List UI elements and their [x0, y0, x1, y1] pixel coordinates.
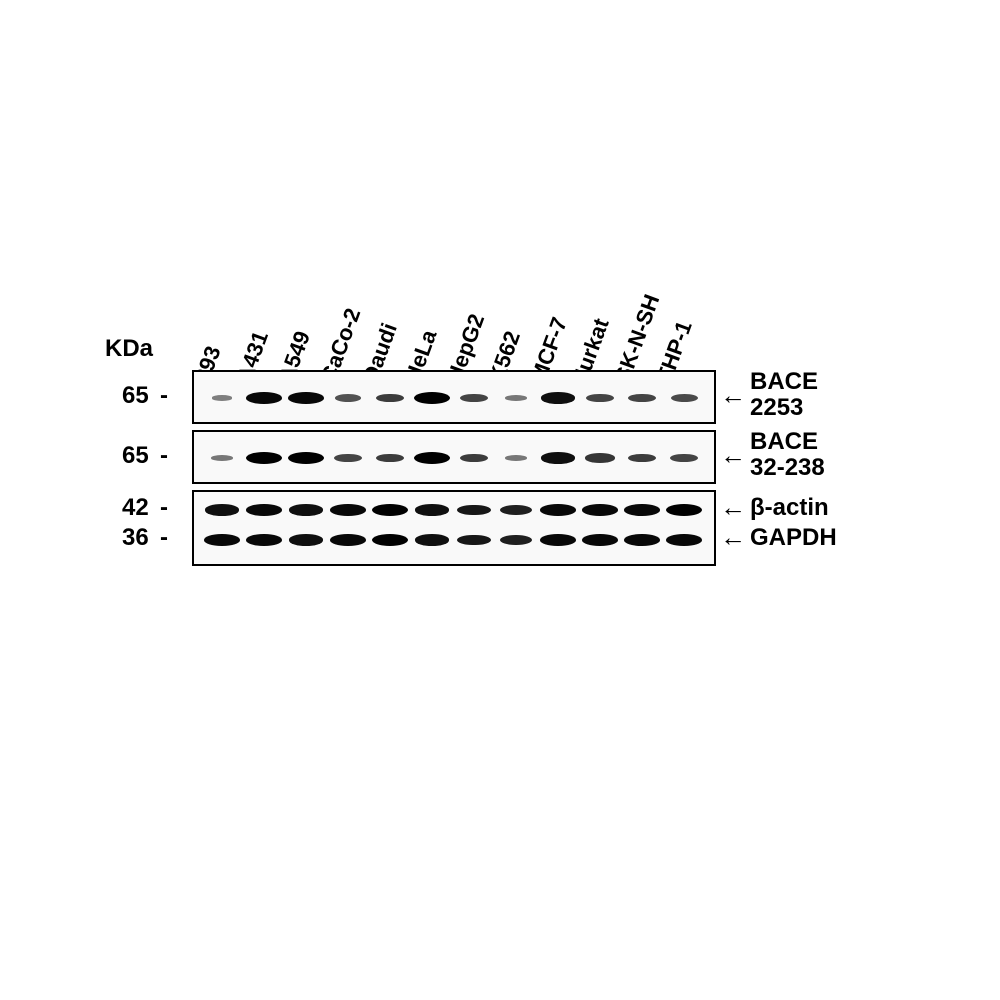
blot-band — [204, 534, 239, 546]
row-label: 2253 — [750, 394, 803, 422]
blot-band — [500, 535, 532, 545]
blot-band — [415, 534, 449, 545]
blot-band — [670, 454, 698, 462]
blot-band — [628, 454, 657, 463]
blot-band — [460, 394, 488, 402]
blot-band — [585, 453, 615, 462]
blot-band — [211, 455, 233, 461]
blot-band — [246, 392, 281, 404]
blot-band — [288, 452, 324, 464]
mw-tick: - — [160, 524, 168, 552]
arrow-icon: ← — [720, 380, 746, 411]
blot-band — [330, 504, 365, 516]
blot-row-actin-gapdh — [192, 490, 716, 566]
blot-band — [246, 452, 282, 464]
blot-band — [330, 534, 365, 546]
blot-band — [460, 454, 489, 463]
blot-band — [624, 534, 659, 546]
blot-band — [541, 392, 575, 403]
blot-band — [457, 535, 490, 546]
mw-tick: - — [160, 442, 168, 470]
arrow-icon: ← — [720, 492, 746, 523]
blot-band — [628, 394, 656, 402]
blot-band — [540, 534, 575, 546]
mw-label: 36 — [122, 524, 149, 552]
mw-label: 65 — [122, 442, 149, 470]
blot-band — [541, 452, 575, 463]
mw-tick: - — [160, 382, 168, 410]
blot-row-bace-2253 — [192, 370, 716, 424]
blot-band — [500, 505, 532, 515]
blot-band — [505, 395, 527, 401]
arrow-icon: ← — [720, 522, 746, 553]
row-label: GAPDH — [750, 524, 837, 552]
mw-tick: - — [160, 494, 168, 522]
blot-band — [246, 504, 281, 516]
blot-row-bace-32-238 — [192, 430, 716, 484]
blot-band — [246, 534, 281, 546]
blot-band — [415, 504, 449, 515]
blot-band — [671, 394, 698, 402]
blot-band — [288, 392, 323, 404]
blot-band — [414, 452, 450, 464]
row-label: β-actin — [750, 494, 829, 522]
blot-band — [666, 534, 701, 546]
blot-band — [334, 454, 362, 462]
mw-label: 42 — [122, 494, 149, 522]
arrow-icon: ← — [720, 440, 746, 471]
row-label: BACE — [750, 368, 818, 396]
row-label: BACE — [750, 428, 818, 456]
blot-band — [289, 504, 323, 515]
blot-band — [414, 392, 450, 404]
blot-band — [624, 504, 659, 516]
blot-band — [372, 504, 408, 516]
blot-band — [666, 504, 702, 516]
blot-band — [372, 534, 408, 546]
blot-band — [582, 504, 617, 516]
blot-band — [540, 504, 575, 516]
blot-band — [205, 504, 239, 515]
blot-band — [212, 395, 233, 400]
blot-band — [457, 505, 490, 516]
blot-band — [582, 534, 617, 546]
row-label: 32-238 — [750, 454, 825, 482]
blot-band — [586, 394, 614, 402]
blot-band — [289, 534, 323, 545]
blot-band — [505, 455, 527, 461]
blot-band — [376, 394, 405, 403]
blot-band — [376, 454, 405, 463]
mw-label: 65 — [122, 382, 149, 410]
blot-band — [335, 394, 361, 402]
